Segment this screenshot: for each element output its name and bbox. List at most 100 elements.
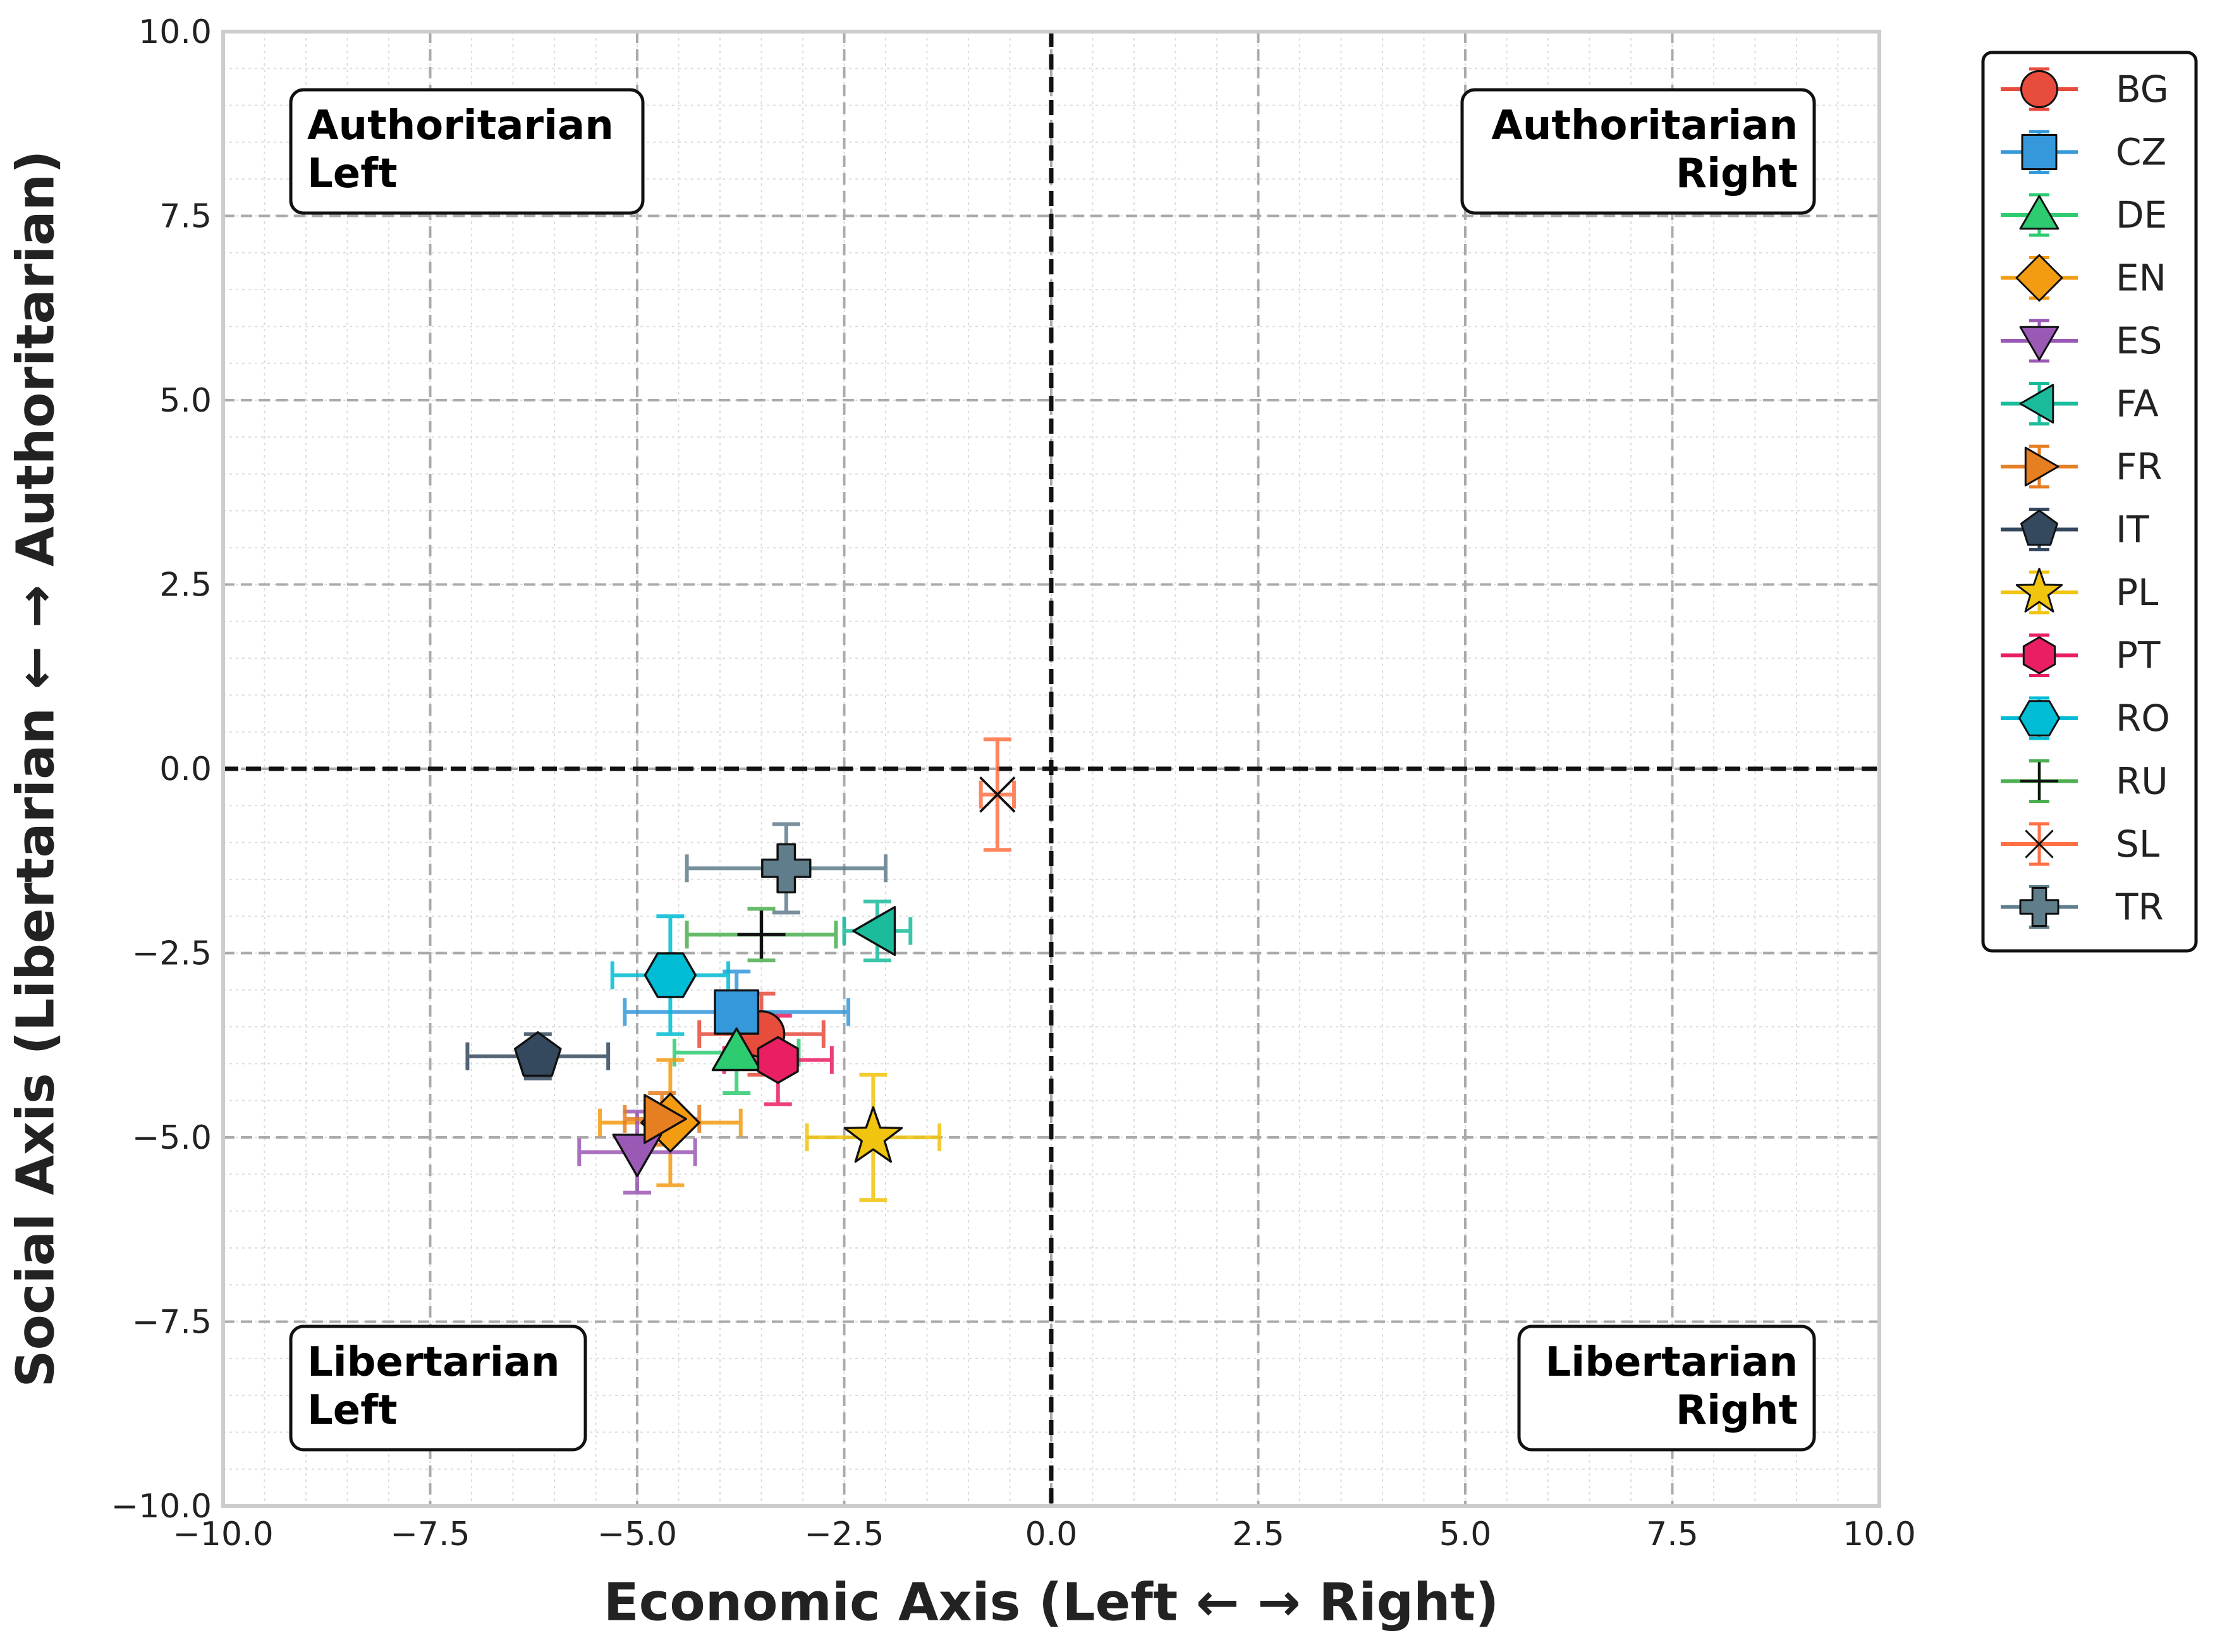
legend-item-fa: FA	[2001, 382, 2159, 425]
legend-label: TR	[2115, 886, 2164, 929]
quadrant-label-text: Libertarian	[307, 1339, 560, 1386]
legend-label: PT	[2116, 634, 2161, 677]
legend-marker	[2019, 195, 2059, 230]
x-axis-label: Economic Axis (Left ← → Right)	[604, 1572, 1499, 1632]
quadrant-label-box	[289, 1325, 587, 1452]
legend-item-de: DE	[2001, 193, 2167, 237]
legend-item-cz: CZ	[2001, 130, 2166, 174]
x-tick-label: −5.0	[597, 1515, 677, 1553]
y-axis-label: Social Axis (Libertarian ← → Authoritari…	[6, 150, 66, 1388]
y-tick-label: −2.5	[132, 935, 212, 973]
legend-item-en: EN	[2001, 254, 2166, 302]
y-tick-labels: −10.0 −7.5 −5.0 −2.5 0.0 2.5 5.0 7.5 10.0	[111, 13, 212, 1526]
legend-marker	[2019, 887, 2059, 927]
point-pt	[757, 1036, 799, 1084]
legend-item-ro: RO	[2001, 696, 2170, 740]
point-ru	[737, 910, 786, 959]
point-pl	[843, 1106, 903, 1163]
data-points	[513, 776, 1016, 1178]
y-tick-label: −10.0	[111, 1488, 212, 1526]
legend-item-fr: FR	[2001, 444, 2163, 489]
legend-item-sl: SL	[2001, 822, 2159, 866]
legend-label: DE	[2116, 193, 2167, 236]
point-fr	[644, 1094, 688, 1144]
legend: BG CZ DE EN ES FA FR IT PL PT RO RU SL TR	[1981, 51, 2198, 953]
x-tick-label: 5.0	[1439, 1515, 1492, 1553]
legend-marker	[2020, 762, 2058, 800]
x-tick-label: 10.0	[1843, 1515, 1916, 1553]
y-tick-label: 2.5	[159, 566, 212, 604]
legend-item-tr: TR	[2001, 885, 2164, 929]
point-it	[513, 1031, 562, 1077]
x-tick-label: −7.5	[390, 1515, 470, 1553]
legend-marker	[2019, 326, 2059, 361]
x-tick-label: 7.5	[1646, 1515, 1699, 1553]
x-tick-label: −2.5	[804, 1515, 884, 1553]
legend-item-pl: PL	[2001, 568, 2158, 615]
point-ro	[644, 952, 697, 998]
y-tick-label: −7.5	[132, 1304, 212, 1342]
quadrant-label-box	[1517, 1325, 1816, 1452]
legend-marker	[2021, 134, 2058, 170]
point-sl	[979, 776, 1016, 813]
y-tick-label: 7.5	[159, 198, 212, 236]
quadrant-label-box	[289, 88, 645, 215]
x-tick-label: −10.0	[173, 1515, 273, 1553]
y-tick-label: 5.0	[159, 382, 212, 420]
quadrant-label-box	[1460, 88, 1816, 215]
legend-marker	[2019, 384, 2054, 424]
legend-marker	[2020, 510, 2058, 546]
legend-item-bg: BG	[2001, 67, 2169, 111]
legend-label: CZ	[2116, 131, 2166, 174]
legend-frame	[1981, 51, 2198, 953]
legend-label: ES	[2116, 319, 2162, 362]
quadrant-label-text: Authoritarian	[1491, 102, 1798, 149]
point-cz	[714, 989, 760, 1035]
legend-label: BG	[2116, 68, 2169, 111]
legend-marker	[2015, 254, 2063, 302]
quadrant-label-text: Right	[1676, 1387, 1798, 1434]
legend-label: IT	[2116, 508, 2149, 551]
zero-lines	[223, 32, 1879, 1506]
point-de	[711, 1027, 762, 1072]
legend-label: RO	[2116, 697, 2170, 740]
legend-marker	[2018, 700, 2060, 737]
point-es	[612, 1134, 662, 1178]
quadrant-label-text: Left	[307, 1387, 398, 1434]
legend-marker	[2022, 636, 2056, 675]
legend-label: FR	[2116, 445, 2163, 488]
errorbar-pl	[805, 1072, 942, 1202]
legend-item-it: IT	[2001, 508, 2149, 551]
quadrant-label-text: Libertarian	[1545, 1339, 1798, 1386]
x-tick-labels: −10.0 −7.5 −5.0 −2.5 0.0 2.5 5.0 7.5 10.0	[173, 1515, 1916, 1553]
point-tr	[761, 843, 812, 894]
legend-marker	[2024, 446, 2059, 487]
y-tick-label: 10.0	[138, 13, 212, 51]
point-fa	[852, 905, 896, 957]
y-tick-label: 0.0	[159, 750, 212, 788]
legend-label: PL	[2116, 571, 2158, 614]
legend-label: RU	[2116, 760, 2168, 803]
legend-label: EN	[2116, 257, 2166, 300]
x-tick-label: 0.0	[1025, 1515, 1078, 1553]
legend-item-es: ES	[2001, 319, 2162, 363]
plot-frame	[221, 30, 1881, 1508]
legend-label: FA	[2116, 382, 2159, 425]
legend-marker	[2020, 70, 2058, 108]
legend-marker	[2025, 829, 2054, 859]
quadrant-label-text: Right	[1676, 150, 1798, 197]
legend-item-ru: RU	[2001, 759, 2168, 803]
y-tick-label: −5.0	[132, 1119, 212, 1157]
quadrant-label-text: Authoritarian	[307, 102, 614, 149]
legend-item-pt: PT	[2001, 633, 2161, 677]
legend-marker	[2015, 568, 2063, 613]
legend-label: SL	[2116, 823, 2159, 866]
x-tick-label: 2.5	[1232, 1515, 1284, 1553]
quadrant-labels: AuthoritarianLeftAuthoritarianRightLiber…	[289, 88, 1816, 1452]
quadrant-label-text: Left	[307, 150, 398, 197]
